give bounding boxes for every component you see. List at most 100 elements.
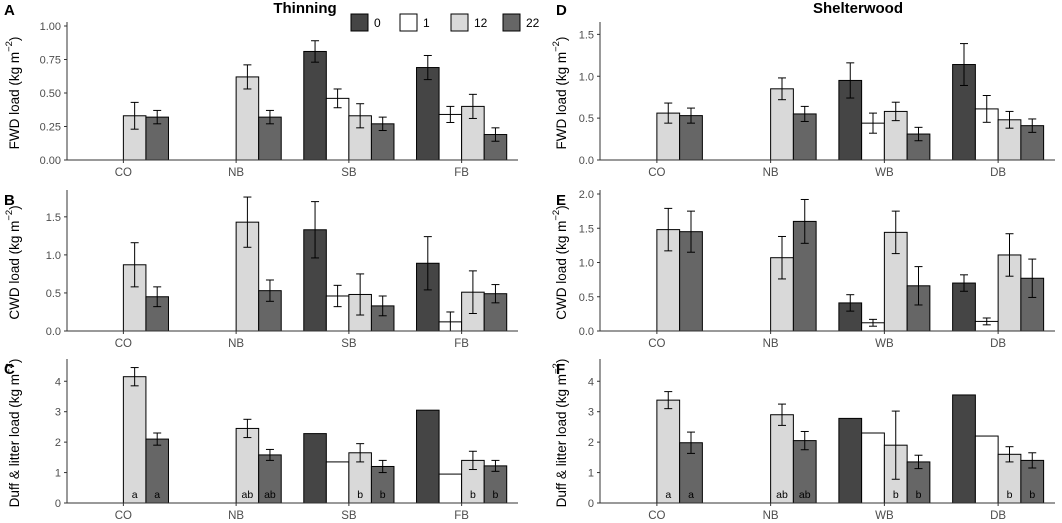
bar-F-DB-1 [974,435,999,504]
error-bar-E-DB-0 [960,274,968,292]
y-tick-label-C: 1 [55,468,61,480]
error-bar-A-FB-22 [491,127,500,142]
panel-letter-F: F [556,361,565,378]
error-bar-A-FB-0 [423,54,432,81]
error-bar-F-CO-22 [687,431,695,454]
error-bar-B-SB-1 [333,284,342,308]
panel-letter-B: B [4,192,15,209]
y-tick-label-E: 0.5 [579,292,594,304]
error-bar-F-WB-12 [891,410,900,480]
error-bar-C-FB-12 [468,450,477,471]
x-tick-label-F-DB: DB [990,510,1006,522]
error-bar-E-CO-12 [664,207,673,252]
error-bar-D-NB-22 [800,105,809,122]
y-tick-label-C: 2 [55,437,61,449]
sig-label-F-NB-22: ab [799,489,811,501]
error-bar-E-WB-12 [891,210,900,255]
sig-label-F-WB-22: b [916,489,922,501]
x-tick-label-A-FB: FB [454,167,469,179]
panel-letter-E: E [556,192,566,209]
error-bar-F-NB-12 [778,403,786,426]
y-axis-label-D: FWD load (kg m−2) [551,37,569,150]
x-tick-label-C-CO: CO [115,510,132,522]
y-tick-label-D: 0.5 [579,113,594,125]
column-title-shelterwood: Shelterwood [813,0,903,17]
error-bar-E-DB-22 [1028,258,1037,298]
y-axis-label-C: Duff & litter load (kg m−2) [4,359,22,508]
y-tick-label-D: 1.0 [579,71,594,83]
x-tick-label-E-DB: DB [990,338,1006,350]
legend-label-0: 0 [374,16,381,30]
legend-swatch-12 [450,13,469,32]
y-tick-label-F: 2 [588,437,594,449]
error-bar-B-FB-12 [468,270,477,314]
y-tick-label-F: 3 [588,407,594,419]
x-tick-label-F-WB: WB [875,510,894,522]
panel-A: A FWD load (kg m−2) 0.00 0.25 0.50 0.75 1.00 CO… [4,2,518,179]
bar-F-WB-1 [861,432,885,504]
sig-label-F-DB-12: b [1007,489,1013,501]
x-tick-label-D-NB: NB [763,167,779,179]
error-bar-E-WB-1 [869,318,877,327]
legend-item-1: 1 [399,13,430,32]
error-bar-B-FB-22 [491,284,500,304]
bar-F-WB-0 [838,417,863,504]
error-bar-B-SB-12 [356,273,365,316]
bar-C-SB-0 [303,433,327,504]
bar-C-CO-12 [122,376,147,504]
error-bar-B-SB-0 [311,201,320,259]
x-tick-label-C-FB: FB [454,510,469,522]
y-tick-label-A: 0.75 [40,55,61,67]
sig-label-C-FB-12: b [470,489,476,501]
y-tick-label-C: 4 [55,376,61,388]
error-bar-A-SB-0 [311,40,320,63]
y-tick-label-F: 0 [588,498,594,510]
x-tick-label-C-SB: SB [341,510,357,522]
error-bar-E-NB-22 [800,198,809,244]
error-bar-E-CO-22 [687,210,695,253]
x-tick-label-E-WB: WB [875,338,894,350]
error-bar-D-CO-22 [687,107,695,124]
y-axis-label-B: CWD load (kg m−2) [4,205,22,319]
legend-item-22: 22 [502,13,540,32]
legend-label-1: 1 [423,16,430,30]
panel-letter-A: A [4,2,15,19]
error-bar-D-WB-22 [914,126,923,142]
sig-label-C-CO-12: a [132,489,138,501]
error-bar-C-FB-22 [491,459,500,472]
y-tick-label-B: 1.5 [46,212,61,224]
error-bar-A-NB-12 [243,64,252,90]
error-bar-C-NB-22 [265,448,274,461]
y-tick-label-B: 0.0 [46,326,61,338]
y-tick-label-B: 0.5 [46,288,61,300]
error-bar-D-DB-1 [982,95,991,123]
x-tick-label-E-CO: CO [648,338,665,350]
sig-label-C-NB-22: ab [264,489,276,501]
sig-label-F-CO-22: a [688,489,694,501]
error-bar-E-NB-12 [778,235,786,280]
error-bar-D-WB-1 [869,112,877,134]
x-tick-label-D-DB: DB [990,167,1006,179]
sig-label-C-SB-22: b [380,489,386,501]
error-bar-B-CO-12 [130,242,139,288]
error-bar-C-NB-12 [243,418,252,439]
error-bar-C-CO-12 [130,367,139,387]
panel-letter-C: C [4,361,15,378]
sig-label-C-CO-22: a [154,489,160,501]
error-bar-C-CO-22 [153,432,162,446]
bar-C-FB-0 [416,409,440,504]
y-tick-label-E: 2.0 [579,189,594,201]
y-tick-label-A: 0.50 [40,88,61,100]
error-bar-A-SB-1 [333,88,342,109]
x-tick-label-E-NB: NB [763,338,779,350]
y-tick-label-D: 0.0 [579,155,594,167]
error-bar-A-FB-1 [446,105,455,123]
x-tick-label-B-FB: FB [454,338,469,350]
error-bar-E-DB-12 [1005,233,1014,277]
x-tick-label-D-CO: CO [648,167,665,179]
y-axis-label-F: Duff & litter load (kg m−2) [551,359,569,508]
